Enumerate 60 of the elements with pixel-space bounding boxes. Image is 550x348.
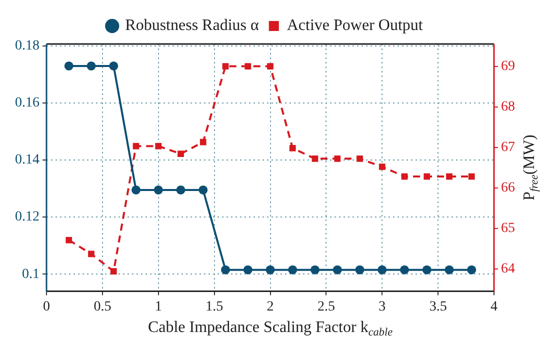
point	[310, 265, 320, 274]
x-tick-label: 3	[378, 299, 386, 314]
point	[109, 61, 118, 70]
point	[86, 61, 96, 70]
y-tick-label: 0.16	[15, 96, 40, 111]
y-tick-label: 0.14	[15, 152, 40, 168]
point	[355, 265, 364, 274]
y-tick-label: 0.12	[15, 210, 40, 225]
point	[200, 138, 206, 146]
point	[312, 156, 318, 162]
point	[221, 265, 230, 274]
point	[154, 185, 163, 194]
x-tick-label: 2	[266, 299, 274, 314]
y2-tick-label: 66	[501, 180, 515, 196]
point	[378, 164, 386, 170]
point	[446, 173, 452, 180]
y-tick-label: 0.18	[15, 38, 40, 54]
y2-tick-label: 65	[501, 221, 515, 236]
point	[155, 142, 162, 150]
point	[198, 185, 208, 194]
y2-tick-label: 64	[501, 262, 515, 277]
point	[400, 265, 409, 274]
point	[378, 265, 387, 274]
point	[88, 250, 94, 258]
point	[266, 265, 275, 274]
point	[422, 265, 432, 274]
point	[356, 156, 363, 162]
point	[178, 150, 184, 158]
point	[222, 63, 229, 70]
point	[288, 265, 298, 274]
y2-tick-label: 68	[501, 99, 515, 114]
point	[289, 144, 296, 152]
point	[132, 185, 140, 194]
point	[243, 265, 252, 274]
point	[267, 63, 274, 70]
x-tick-label: 0.5	[94, 299, 112, 314]
x-tick-label: 2.5	[317, 299, 335, 314]
y-tick-label: 0.1	[22, 266, 40, 282]
point	[110, 268, 117, 275]
x-tick-label: 0	[43, 299, 50, 314]
y2-axis-title: Pfree(MW)	[521, 134, 541, 201]
x-tick-label: 3.5	[429, 299, 447, 314]
legend-label: Active Power Output	[286, 17, 424, 34]
point	[467, 265, 476, 274]
point	[66, 236, 72, 244]
y2-tick-label: 69	[501, 58, 515, 74]
y2-tick-label: 67	[501, 140, 515, 156]
point	[176, 185, 186, 194]
point	[132, 142, 140, 150]
point	[444, 265, 454, 274]
legend-label: Robustness Radius α	[125, 17, 260, 34]
point	[64, 61, 74, 70]
point	[334, 156, 341, 162]
point	[244, 63, 252, 70]
x-tick-label: 1	[154, 299, 162, 314]
point	[468, 173, 475, 180]
point	[332, 265, 342, 274]
point	[424, 173, 430, 180]
x-tick-label: 4	[490, 299, 498, 314]
x-tick-label: 1.5	[206, 299, 224, 314]
